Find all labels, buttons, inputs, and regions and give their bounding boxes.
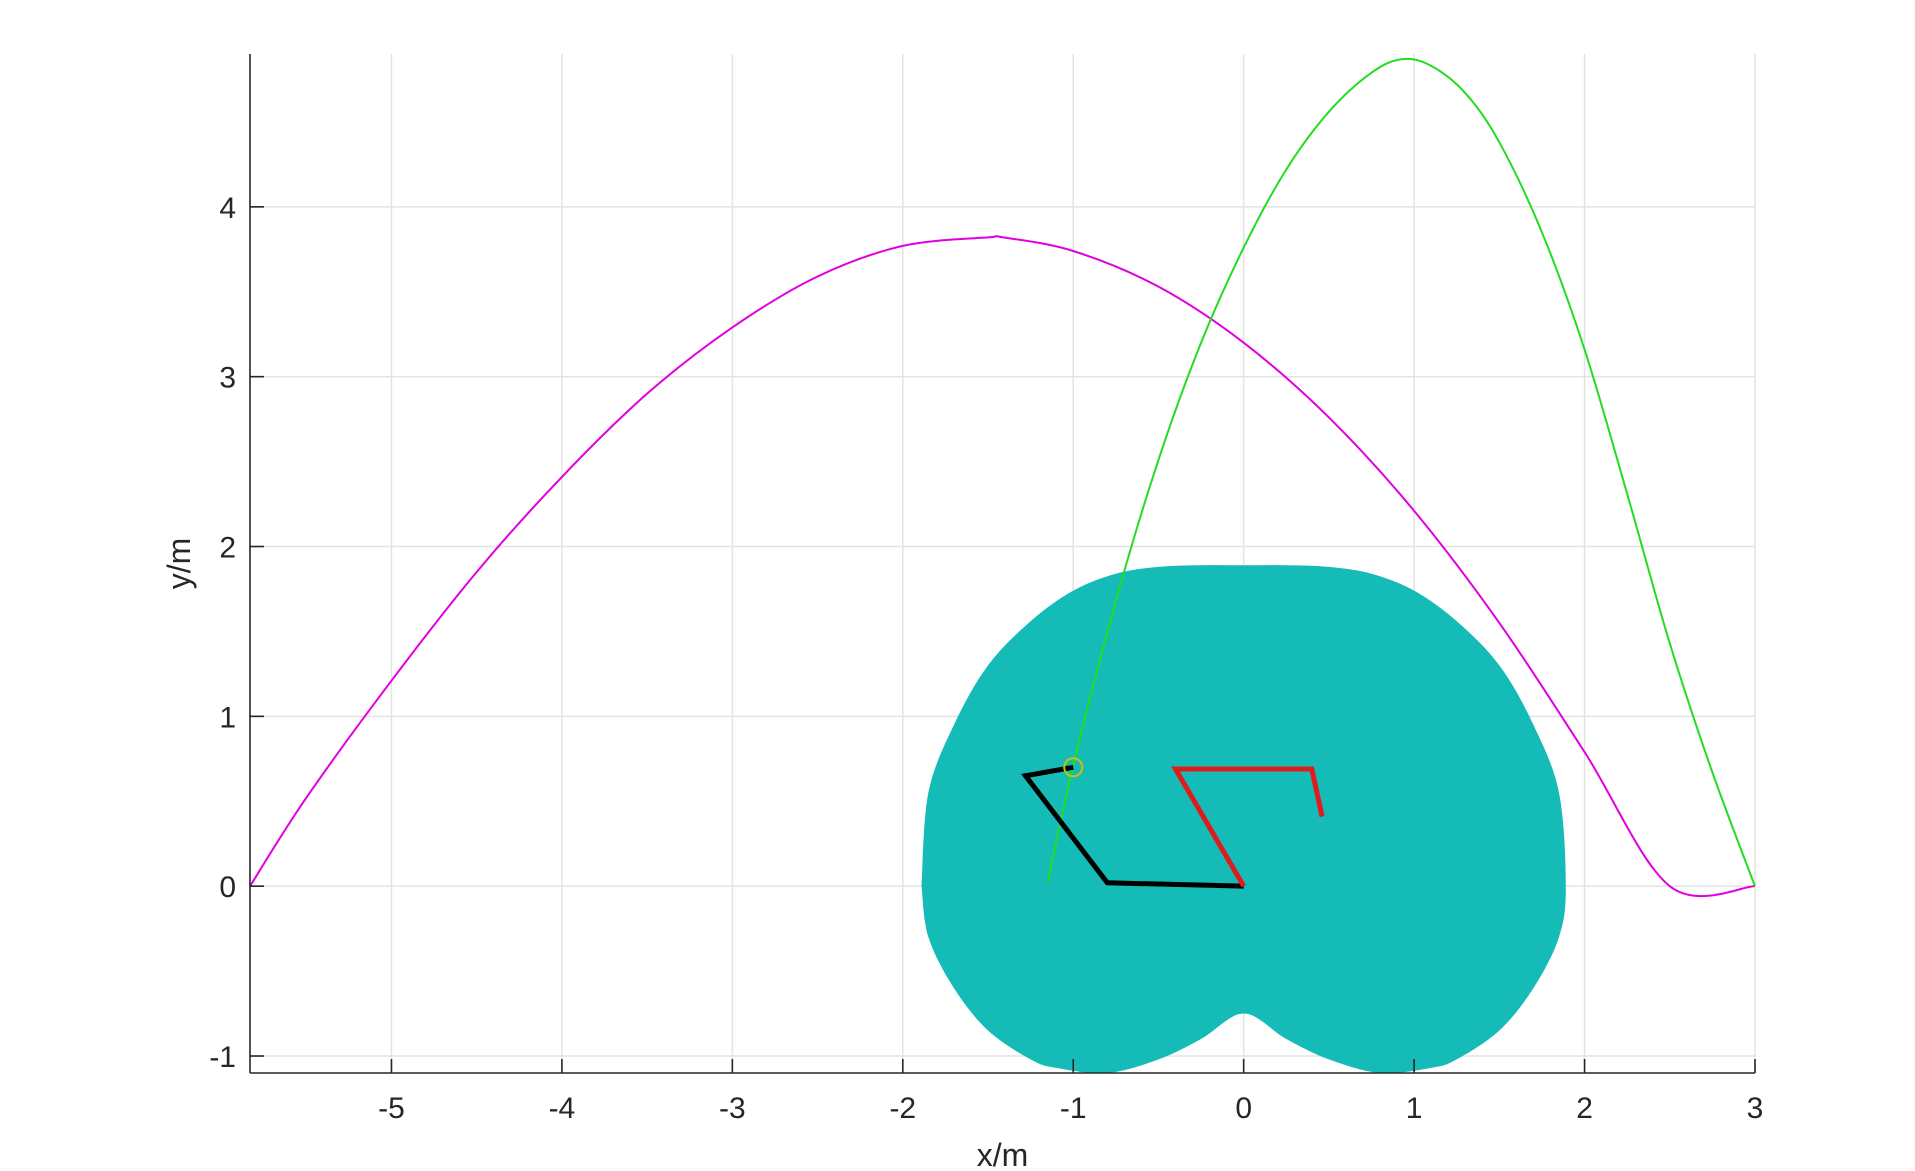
x-tick-label: 2 <box>1576 1092 1593 1125</box>
y-tick-label: 4 <box>219 192 236 225</box>
workspace-layer <box>921 565 1566 1074</box>
y-tick-label: 0 <box>219 871 236 904</box>
y-axis-label: y/m <box>161 538 197 590</box>
x-tick-label: 3 <box>1747 1092 1764 1125</box>
marker-layer <box>1063 757 1084 778</box>
workspace-area <box>921 565 1566 1074</box>
trajectory-line-2 <box>1046 57 1756 887</box>
y-tick-label: -1 <box>209 1041 236 1074</box>
y-tick-label: 1 <box>219 701 236 734</box>
trajectory-line-1 <box>249 235 1756 898</box>
robot-arm-2 <box>1171 766 1325 888</box>
tick-layer: -5 -4 -3 -2 -1 0 1 2 3 -1 0 1 2 3 4 <box>209 192 1763 1125</box>
x-tick-label: -2 <box>889 1092 916 1125</box>
series-layer <box>249 57 1756 898</box>
label-layer: x/m y/m <box>161 538 1028 1171</box>
x-tick-label: -3 <box>719 1092 746 1125</box>
x-tick-label: 0 <box>1235 1092 1252 1125</box>
x-tick-label: -5 <box>378 1092 405 1125</box>
robot-arm-1 <box>1021 764 1244 889</box>
y-tick-label: 2 <box>219 532 236 565</box>
end-effector-marker <box>1063 757 1084 778</box>
y-tick-label: 3 <box>219 362 236 395</box>
x-tick-label: -4 <box>549 1092 576 1125</box>
axis-layer <box>249 54 1755 1074</box>
grid-layer <box>250 54 1756 1073</box>
x-axis-label: x/m <box>977 1137 1029 1171</box>
x-tick-label: 1 <box>1406 1092 1423 1125</box>
x-tick-label: -1 <box>1060 1092 1087 1125</box>
arm-layer <box>1021 764 1325 889</box>
